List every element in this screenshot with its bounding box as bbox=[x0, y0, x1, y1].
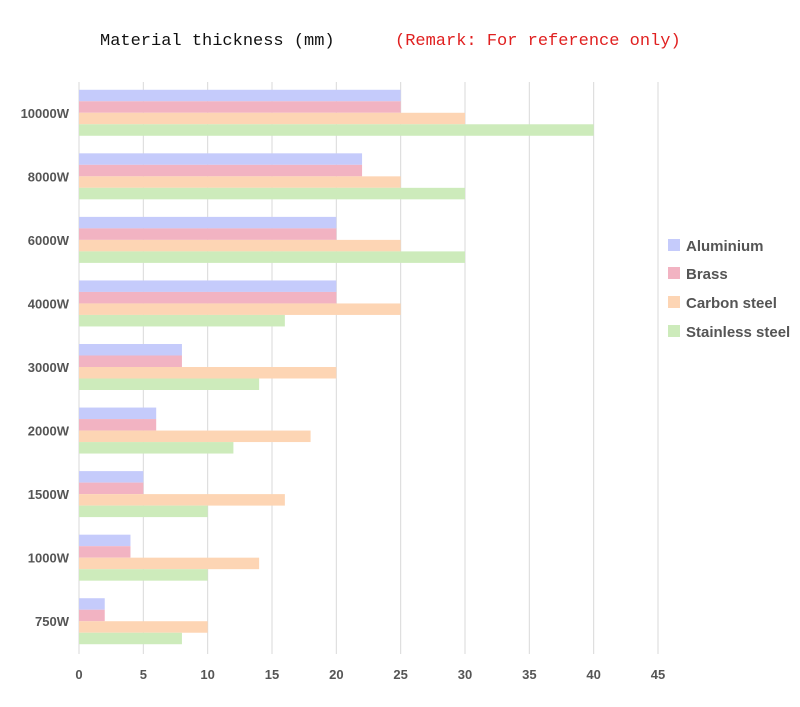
bar-carbon-steel-2000w bbox=[79, 430, 311, 443]
y-category-label: 3000W bbox=[28, 360, 70, 375]
bar-brass-6000w bbox=[79, 228, 337, 240]
x-tick-label: 25 bbox=[393, 667, 407, 682]
bar-brass-4000w bbox=[79, 291, 337, 304]
bar-aluminium-1000w bbox=[79, 534, 131, 547]
legend-swatch-carbon-steel bbox=[668, 296, 680, 308]
bar-carbon-steel-6000w bbox=[79, 239, 401, 252]
x-tick-label: 0 bbox=[75, 667, 82, 682]
legend-label: Carbon steel bbox=[686, 295, 777, 312]
bar-brass-2000w bbox=[79, 419, 157, 431]
chart-remark: (Remark: For reference only) bbox=[395, 32, 681, 51]
x-tick-label: 20 bbox=[329, 667, 343, 682]
bar-stainless-steel-10000w bbox=[79, 124, 594, 136]
bar-aluminium-10000w bbox=[79, 89, 401, 102]
y-category-label: 750W bbox=[35, 614, 70, 629]
x-tick-label: 30 bbox=[458, 667, 472, 682]
legend-swatch-stainless-steel bbox=[668, 325, 680, 337]
x-tick-label: 35 bbox=[522, 667, 536, 682]
y-category-label: 1000W bbox=[28, 551, 70, 566]
bar-aluminium-8000w bbox=[79, 153, 363, 165]
x-tick-label: 40 bbox=[586, 667, 600, 682]
bar-carbon-steel-1500w bbox=[79, 494, 285, 506]
legend-swatch-brass bbox=[668, 267, 680, 279]
bar-carbon-steel-8000w bbox=[79, 176, 401, 188]
bar-brass-750w bbox=[79, 609, 105, 622]
bar-aluminium-4000w bbox=[79, 280, 337, 292]
bar-aluminium-6000w bbox=[79, 216, 337, 229]
bar-aluminium-2000w bbox=[79, 407, 157, 420]
bar-stainless-steel-3000w bbox=[79, 378, 260, 390]
bar-carbon-steel-10000w bbox=[79, 112, 465, 125]
x-tick-label: 10 bbox=[200, 667, 214, 682]
bar-brass-1000w bbox=[79, 546, 131, 558]
bar-stainless-steel-1000w bbox=[79, 569, 208, 581]
bar-brass-10000w bbox=[79, 101, 401, 113]
bar-stainless-steel-750w bbox=[79, 632, 182, 645]
x-tick-label: 15 bbox=[265, 667, 279, 682]
bar-brass-3000w bbox=[79, 355, 182, 367]
bar-stainless-steel-1500w bbox=[79, 505, 208, 518]
legend-label: Stainless steel bbox=[686, 324, 790, 341]
bar-carbon-steel-4000w bbox=[79, 303, 401, 315]
bar-brass-8000w bbox=[79, 164, 363, 177]
bar-stainless-steel-2000w bbox=[79, 442, 234, 454]
y-category-label: 2000W bbox=[28, 424, 70, 439]
bar-aluminium-3000w bbox=[79, 344, 182, 356]
y-category-label: 1500W bbox=[28, 487, 70, 502]
x-tick-label: 45 bbox=[651, 667, 665, 682]
y-category-label: 4000W bbox=[28, 296, 70, 311]
y-category-label: 10000W bbox=[21, 106, 70, 121]
y-category-label: 6000W bbox=[28, 233, 70, 248]
bar-carbon-steel-3000w bbox=[79, 367, 337, 379]
legend-label: Aluminium bbox=[686, 238, 764, 255]
bar-aluminium-750w bbox=[79, 598, 105, 610]
bar-aluminium-1500w bbox=[79, 471, 144, 483]
bar-carbon-steel-1000w bbox=[79, 557, 260, 570]
bar-brass-1500w bbox=[79, 482, 144, 495]
bar-stainless-steel-4000w bbox=[79, 314, 285, 327]
bar-carbon-steel-750w bbox=[79, 621, 208, 633]
bar-stainless-steel-6000w bbox=[79, 251, 465, 263]
bar-stainless-steel-8000w bbox=[79, 187, 465, 200]
x-tick-label: 5 bbox=[140, 667, 147, 682]
legend-label: Brass bbox=[686, 266, 728, 283]
legend-swatch-aluminium bbox=[668, 239, 680, 251]
chart-title: Material thickness (mm) bbox=[100, 32, 335, 51]
y-category-label: 8000W bbox=[28, 169, 70, 184]
